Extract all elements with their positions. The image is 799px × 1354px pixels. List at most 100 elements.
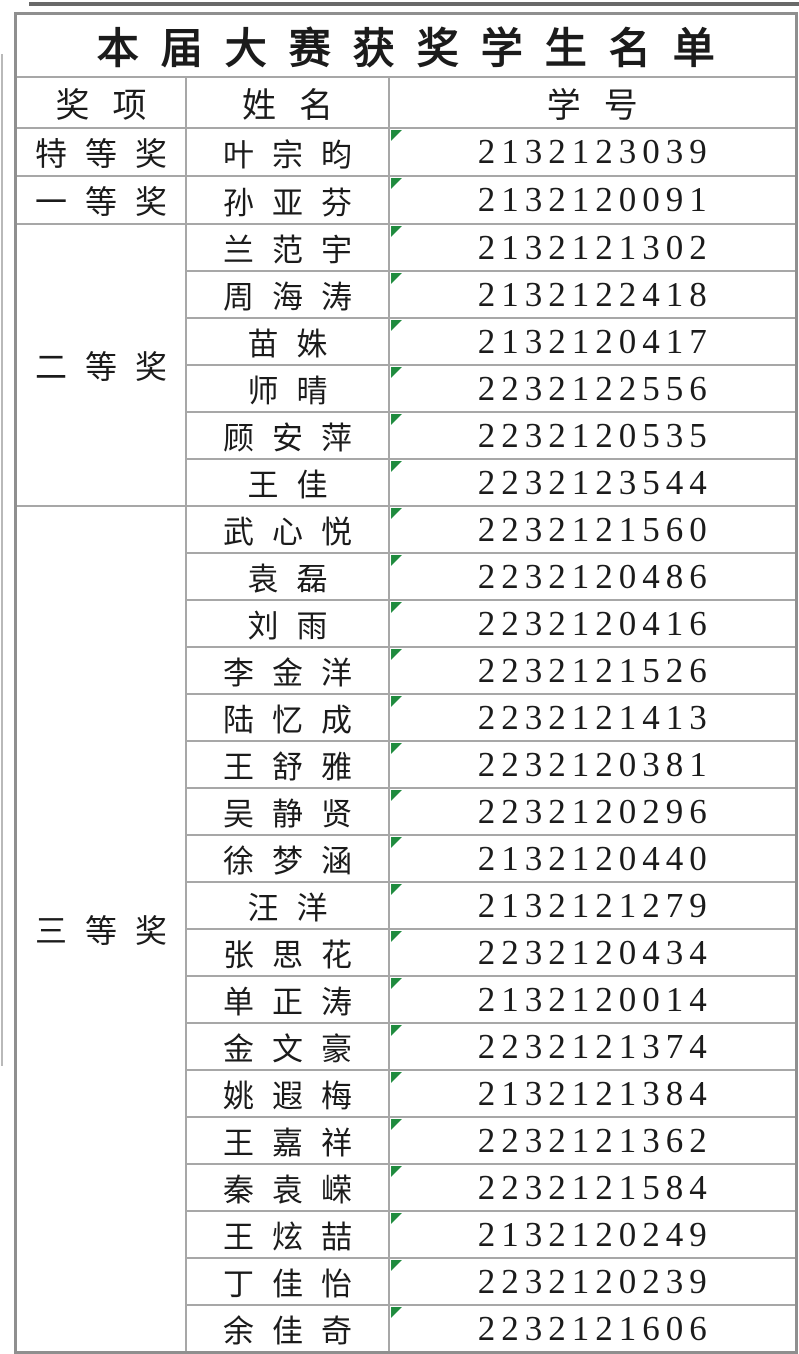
award-label: 特等奖 [35,136,186,172]
number-as-text-flag-icon [391,978,403,989]
name-cell[interactable]: 王舒雅 [185,740,391,789]
student-name: 余佳奇 [223,1314,371,1349]
student-id-cell[interactable]: 2132121384 [388,1069,798,1118]
student-id: 2132121384 [477,1073,713,1113]
table-row: 苗姝 2132120417 [16,317,798,366]
table-row: 周海涛 2132122418 [16,270,798,319]
number-as-text-flag-icon [391,884,403,895]
award-cell[interactable]: 特等奖 [14,127,188,177]
student-id: 2232120434 [477,932,713,972]
student-name: 王佳 [247,468,346,503]
student-name: 叶宗昀 [223,137,371,173]
number-as-text-flag-icon [391,837,403,848]
name-cell[interactable]: 王佳 [185,458,391,507]
student-id-cell[interactable]: 2232121413 [388,693,798,742]
number-as-text-flag-icon [391,1119,403,1130]
award-cell[interactable]: 三等奖 [14,505,188,1354]
number-as-text-flag-icon [391,367,403,378]
name-cell[interactable]: 单正涛 [185,975,391,1024]
name-cell[interactable]: 徐梦涵 [185,834,391,883]
name-cell[interactable]: 师晴 [185,364,391,413]
column-header-id[interactable]: 学号 [388,76,798,129]
student-id-cell[interactable]: 2232120416 [388,599,798,648]
student-id: 2232121584 [477,1167,713,1207]
student-name: 汪洋 [247,891,346,926]
student-id-cell[interactable]: 2232120486 [388,552,798,601]
student-id-cell[interactable]: 2232121526 [388,646,798,695]
name-cell[interactable]: 王嘉祥 [185,1116,391,1165]
table-row: 王佳 2232123544 [16,458,798,507]
student-id: 2232121374 [477,1026,713,1066]
student-id-cell[interactable]: 2232121584 [388,1163,798,1212]
table-row: 袁磊 2232120486 [16,552,798,601]
student-id: 2232120535 [477,415,713,455]
name-cell[interactable]: 余佳奇 [185,1304,391,1354]
name-cell[interactable]: 周海涛 [185,270,391,319]
number-as-text-flag-icon [391,508,403,519]
student-id-cell[interactable]: 2232120381 [388,740,798,789]
name-cell[interactable]: 吴静贤 [185,787,391,836]
table-row: 一等奖 孙亚芬 2132120091 [14,175,798,225]
number-as-text-flag-icon [391,130,403,141]
student-name: 姚遐梅 [223,1079,371,1114]
name-cell[interactable]: 王炫喆 [185,1210,391,1259]
student-id-cell[interactable]: 2232121606 [388,1304,798,1354]
student-id-cell[interactable]: 2132121302 [388,223,798,272]
student-id-cell[interactable]: 2132120417 [388,317,798,366]
student-id: 2132120014 [477,979,713,1019]
student-id-cell[interactable]: 2132120014 [388,975,798,1024]
name-cell[interactable]: 金文豪 [185,1022,391,1071]
student-id-cell[interactable]: 2232121362 [388,1116,798,1165]
student-id: 2132120091 [477,180,713,219]
name-cell[interactable]: 李金洋 [185,646,391,695]
name-cell[interactable]: 丁佳怡 [185,1257,391,1306]
award-cell[interactable]: 一等奖 [14,175,188,225]
name-cell[interactable]: 武心悦 [185,505,391,554]
student-id-cell[interactable]: 2232120239 [388,1257,798,1306]
student-id-cell[interactable]: 2132120440 [388,834,798,883]
student-name: 张思花 [223,938,371,973]
column-header-name[interactable]: 姓名 [185,76,391,129]
name-cell[interactable]: 兰范宇 [185,223,391,272]
student-id-cell[interactable]: 2132120091 [388,175,798,225]
number-as-text-flag-icon [391,1260,403,1271]
number-as-text-flag-icon [391,555,403,566]
table-row: 三等奖 武心悦 2232121560 [14,505,798,1354]
student-id: 2232122556 [477,368,713,408]
student-id-cell[interactable]: 2232120434 [388,928,798,977]
student-name: 金文豪 [223,1032,371,1067]
student-id-cell[interactable]: 2132123039 [388,127,798,177]
student-id-cell[interactable]: 2232120535 [388,411,798,460]
student-id-cell[interactable]: 2232121374 [388,1022,798,1071]
number-as-text-flag-icon [391,743,403,754]
award-cell[interactable]: 二等奖 [14,223,188,507]
table-row: 特等奖 叶宗昀 2132123039 [14,127,798,177]
name-cell[interactable]: 顾安萍 [185,411,391,460]
name-cell[interactable]: 苗姝 [185,317,391,366]
name-cell[interactable]: 刘雨 [185,599,391,648]
student-id: 2232121362 [477,1120,713,1160]
name-cell[interactable]: 叶宗昀 [185,127,391,177]
student-id-cell[interactable]: 2132120249 [388,1210,798,1259]
student-id-cell[interactable]: 2232122556 [388,364,798,413]
name-cell[interactable]: 袁磊 [185,552,391,601]
column-header-award[interactable]: 奖项 [14,76,188,129]
student-id-cell[interactable]: 2132122418 [388,270,798,319]
name-cell[interactable]: 孙亚芬 [185,175,391,225]
name-cell[interactable]: 张思花 [185,928,391,977]
table-row: 刘雨 2232120416 [16,599,798,648]
student-id-cell[interactable]: 2232121560 [388,505,798,554]
name-cell[interactable]: 汪洋 [185,881,391,930]
student-id-cell[interactable]: 2132121279 [388,881,798,930]
student-id-cell[interactable]: 2232123544 [388,458,798,507]
name-cell[interactable]: 秦袁嵘 [185,1163,391,1212]
student-name: 王舒雅 [223,750,371,785]
table-title-cell[interactable]: 本届大赛获奖学生名单 [14,12,798,78]
student-name: 兰范宇 [223,233,371,268]
student-id-cell[interactable]: 2232120296 [388,787,798,836]
table-row: 张思花 2232120434 [16,928,798,977]
number-as-text-flag-icon [391,649,403,660]
name-cell[interactable]: 陆忆成 [185,693,391,742]
name-cell[interactable]: 姚遐梅 [185,1069,391,1118]
